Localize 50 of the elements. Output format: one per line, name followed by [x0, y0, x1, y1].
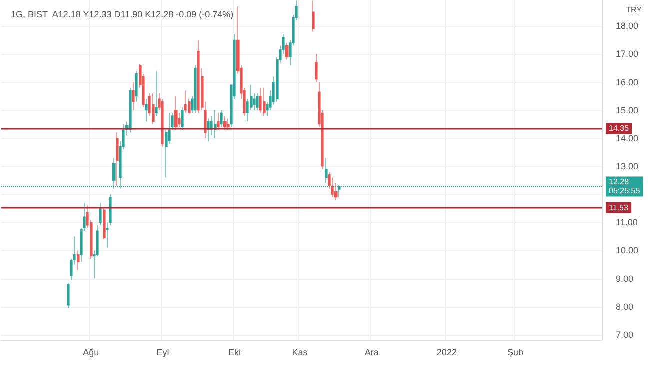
candlestick [325, 158, 328, 184]
y-tick-label: 17.00 [616, 49, 639, 60]
candlestick [181, 107, 184, 130]
candlestick [99, 202, 102, 226]
y-tick-label: 15.00 [616, 105, 639, 116]
x-tick-label: Kas [292, 348, 308, 358]
x-tick-label: Ara [364, 348, 379, 358]
candlestick [174, 96, 178, 130]
ref-line-label: 14.35 [609, 124, 630, 134]
candlestick [194, 65, 197, 114]
y-tick-label: 7.00 [616, 330, 634, 340]
text: TRY [626, 6, 643, 14]
candlestick [315, 54, 318, 83]
x-tick-label: Eyl [156, 348, 170, 358]
candlestick [129, 88, 132, 134]
x-tick-label: 2022 [436, 348, 457, 358]
ref-line-label: 11.53 [609, 203, 629, 212]
candlestick [220, 110, 223, 128]
candlestick [135, 70, 138, 102]
candlestick [152, 93, 155, 125]
y-tick-label: 10.00 [616, 246, 639, 256]
candlestick [67, 282, 70, 309]
candlestick [145, 98, 148, 122]
candlestick [116, 132, 119, 186]
candlestick [103, 206, 106, 240]
candlestick [312, 0, 315, 32]
y-tick-label: 9.00 [616, 274, 634, 284]
candlestick [259, 88, 262, 114]
candlestick [132, 82, 135, 111]
y-tick-label: 11.00 [616, 218, 638, 228]
candlestick [256, 93, 259, 111]
candlestick [197, 40, 200, 114]
y-tick-label: 16.00 [616, 77, 639, 88]
candlestick [217, 112, 220, 130]
y-tick-label: 18.00 [616, 21, 639, 32]
ref-line-label: 12.28 05:25:55 [609, 178, 641, 196]
x-tick-label: Ağu [83, 348, 100, 358]
candlestick [227, 118, 230, 130]
y-tick-label: 13.00 [616, 161, 639, 172]
x-tick-label: Eki [228, 348, 242, 358]
y-tick-label: 8.00 [616, 302, 634, 312]
candlestick [263, 88, 266, 116]
candlestick [155, 70, 158, 116]
y-tick-label: 14.00 [616, 133, 639, 144]
x-tick-label: Şub [507, 348, 524, 358]
candlestick [184, 90, 187, 114]
candlestick [285, 42, 289, 60]
candlestick [77, 250, 80, 271]
text: 1G, BIST A12.18 Y12.33 D11.90 K12.28 -0.09 (-0.74%) [11, 10, 234, 20]
candlestick [223, 116, 227, 130]
